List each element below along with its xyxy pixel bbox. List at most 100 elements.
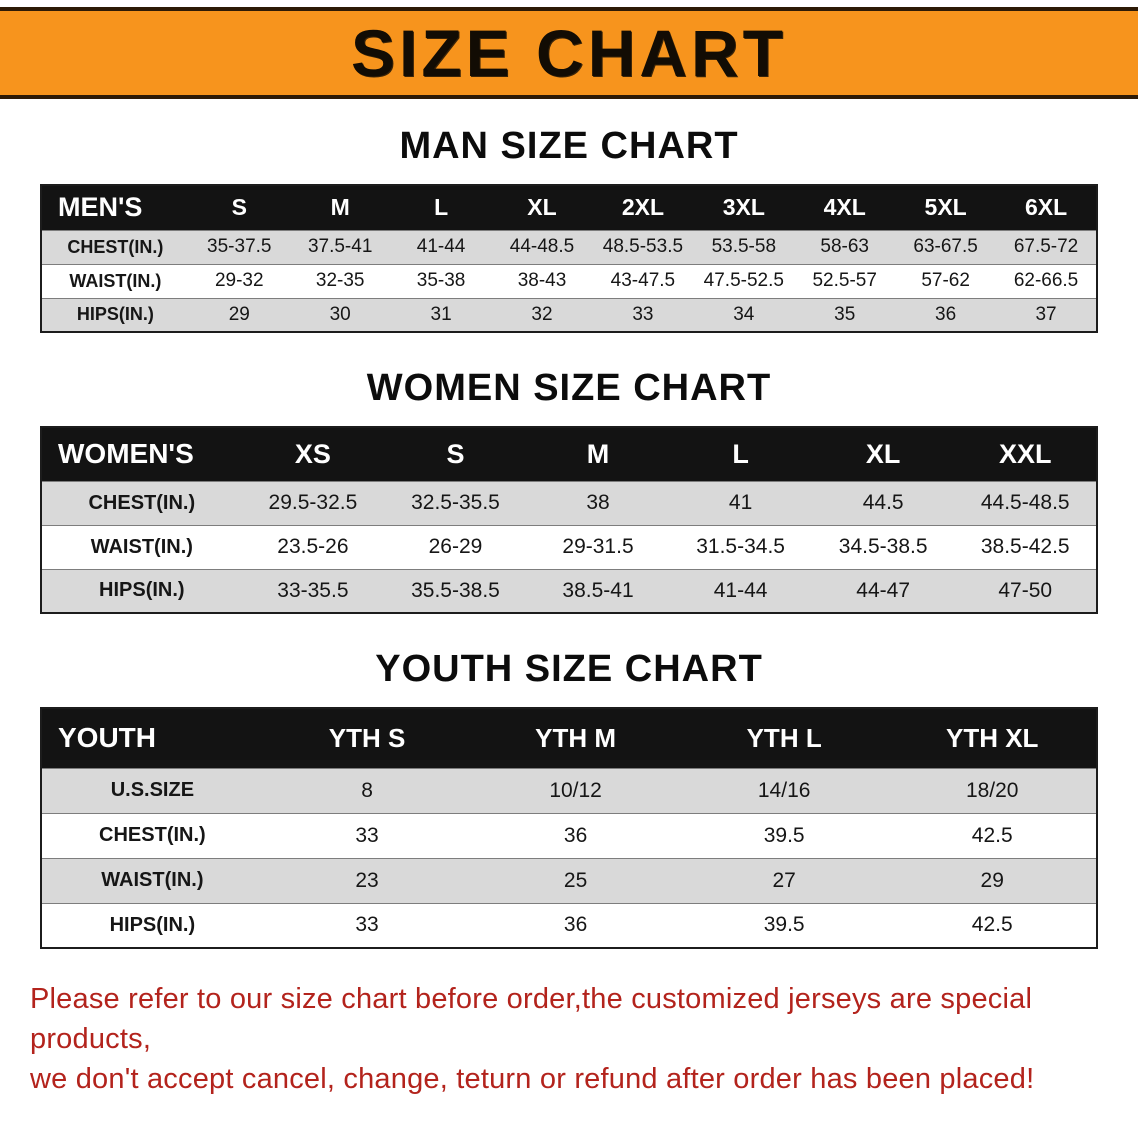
size-column-header: M <box>526 427 670 481</box>
size-value-cell: 41-44 <box>713 578 768 602</box>
size-column-header: YTH XL <box>888 708 1097 768</box>
size-column-header: XL <box>811 427 955 481</box>
size-value-cell: 57-62 <box>921 270 970 291</box>
size-value-cell: 18/20 <box>965 778 1019 802</box>
size-value-cell: 38 <box>586 491 610 514</box>
size-value-cell: 35.5-38.5 <box>411 578 500 602</box>
men-section-heading: MAN SIZE CHART <box>399 125 739 167</box>
table-corner-label: MEN'S <box>41 185 189 230</box>
measurement-row: WAIST(IN.) 23.5-26 26-29 29-31.5 31.5-34.5 34… <box>41 525 1097 569</box>
size-value-cell: 38.5-42.5 <box>980 535 1070 558</box>
size-value-cell: 34 <box>733 303 755 325</box>
size-value-cell: 53.5-58 <box>711 236 777 257</box>
size-value-cell: 37 <box>1035 303 1057 325</box>
size-value-cell: 62-66.5 <box>1013 270 1079 291</box>
size-value-cell: 29 <box>228 303 250 325</box>
size-value-cell: 29 <box>980 868 1004 892</box>
youth-size-chart-section: YOUTH SIZE CHART YOUTH YTH S YTH M YTH L YTH… <box>0 648 1138 949</box>
size-value-cell: 35 <box>834 303 856 325</box>
size-value-cell: 58-63 <box>820 236 870 257</box>
women-size-chart-section: WOMEN SIZE CHART WOMEN'S XS S M L XL XXL CHEST(… <box>0 367 1138 614</box>
size-value-cell: 30 <box>329 303 351 325</box>
size-value-cell: 44.5 <box>862 491 904 514</box>
size-value-cell: 42.5 <box>971 823 1013 847</box>
measurement-row: CHEST(IN.) 33 36 39.5 42.5 <box>41 813 1097 858</box>
men-size-table: MEN'S S M L XL 2XL 3XL 4XL 5XL 6XL CHEST(IN.) 35-37… <box>40 184 1098 333</box>
size-value-cell: 39.5 <box>763 823 805 847</box>
table-corner-label: WOMEN'S <box>41 427 242 481</box>
size-column-header: 3XL <box>693 185 795 230</box>
size-value-cell: 33-35.5 <box>277 578 349 602</box>
size-column-header: XXL <box>954 427 1097 481</box>
size-value-cell: 37.5-41 <box>307 236 373 257</box>
size-value-cell: 47-50 <box>998 578 1053 602</box>
size-value-cell: 29-32 <box>214 270 264 291</box>
size-value-cell: 33 <box>355 913 379 937</box>
disclaimer-line-2: we don't accept cancel, change, teturn o… <box>30 1063 1035 1096</box>
size-column-header: YTH L <box>679 708 889 768</box>
size-column-header: 5XL <box>895 185 997 230</box>
size-column-header: 6XL <box>996 185 1097 230</box>
size-value-cell: 63-67.5 <box>913 236 978 257</box>
size-value-cell: 10/12 <box>549 778 602 802</box>
size-column-header: XL <box>491 185 593 230</box>
table-corner-label: YOUTH <box>41 708 263 768</box>
size-value-cell: 23.5-26 <box>277 535 349 558</box>
size-value-cell: 41 <box>728 491 753 514</box>
size-value-cell: 25 <box>563 868 588 892</box>
size-column-header: XS <box>241 427 385 481</box>
size-value-cell: 44-48.5 <box>509 236 575 257</box>
measurement-row: CHEST(IN.) 35-37.5 37.5-41 41-44 44-48.5 48.5… <box>41 230 1097 264</box>
size-value-cell: 26-29 <box>428 535 483 558</box>
size-value-cell: 29-31.5 <box>562 535 634 558</box>
row-label: HIPS(IN.) <box>76 304 154 325</box>
size-value-cell: 23 <box>355 868 379 892</box>
size-column-header: YTH M <box>471 708 680 768</box>
size-value-cell: 27 <box>772 868 796 892</box>
size-value-cell: 33 <box>355 823 379 847</box>
size-value-cell: 38.5-41 <box>562 578 634 602</box>
row-label: HIPS(IN.) <box>99 579 185 602</box>
size-value-cell: 67.5-72 <box>1013 236 1079 257</box>
row-label: WAIST(IN.) <box>69 270 162 291</box>
youth-size-table: YOUTH YTH S YTH M YTH L YTH XL U.S.SIZE 8 10/12… <box>40 707 1098 949</box>
size-value-cell: 34.5-38.5 <box>838 535 928 558</box>
measurement-row: HIPS(IN.) 33-35.5 35.5-38.5 38.5-41 41-44 44-… <box>41 569 1097 613</box>
row-label: WAIST(IN.) <box>90 535 193 558</box>
row-label: CHEST(IN.) <box>99 824 206 846</box>
size-value-cell: 36 <box>935 303 957 325</box>
size-column-header: S <box>188 185 290 230</box>
row-label: HIPS(IN.) <box>109 913 196 936</box>
size-value-cell: 36 <box>563 823 588 847</box>
size-value-cell: 47.5-52.5 <box>703 270 784 291</box>
size-column-header: 2XL <box>592 185 694 230</box>
size-value-cell: 48.5-53.5 <box>602 236 684 257</box>
table-header-row: YOUTH YTH S YTH M YTH L YTH XL <box>41 708 1097 768</box>
size-value-cell: 36 <box>563 913 588 937</box>
size-column-header: L <box>669 427 812 481</box>
measurement-row: HIPS(IN.) 33 36 39.5 42.5 <box>41 903 1097 948</box>
size-value-cell: 29.5-32.5 <box>268 491 358 514</box>
size-value-cell: 42.5 <box>971 913 1013 937</box>
row-label: WAIST(IN.) <box>101 869 204 891</box>
men-size-chart-section: MAN SIZE CHART MEN'S S M L XL 2XL 3XL 4XL 5XL 6XL… <box>0 125 1138 333</box>
measurement-row: WAIST(IN.) 23 25 27 29 <box>41 858 1097 903</box>
size-value-cell: 43-47.5 <box>610 270 676 291</box>
measurement-row: WAIST(IN.) 29-32 32-35 35-38 38-43 43-47.5 47.… <box>41 264 1097 298</box>
measurement-row: CHEST(IN.) 29.5-32.5 32.5-35.5 38 41 44.5 44.5… <box>41 481 1097 525</box>
size-column-header: M <box>289 185 391 230</box>
size-value-cell: 52.5-57 <box>812 270 877 291</box>
table-header-row: MEN'S S M L XL 2XL 3XL 4XL 5XL 6XL <box>41 185 1097 230</box>
size-value-cell: 31 <box>430 303 452 325</box>
size-value-cell: 38-43 <box>517 270 567 291</box>
women-section-heading: WOMEN SIZE CHART <box>366 367 772 409</box>
size-value-cell: 31.5-34.5 <box>696 535 785 558</box>
table-header-row: WOMEN'S XS S M L XL XXL <box>41 427 1097 481</box>
women-size-table: WOMEN'S XS S M L XL XXL CHEST(IN.) 29.5-32.5 32.5… <box>40 426 1098 614</box>
size-value-cell: 39.5 <box>763 913 805 937</box>
row-label: CHEST(IN.) <box>67 236 164 257</box>
size-value-cell: 44.5-48.5 <box>980 491 1070 514</box>
banner-title: SIZE CHART <box>351 16 787 90</box>
measurement-row: HIPS(IN.) 29 30 31 32 33 34 35 36 37 <box>41 298 1097 332</box>
size-column-header: 4XL <box>794 185 896 230</box>
